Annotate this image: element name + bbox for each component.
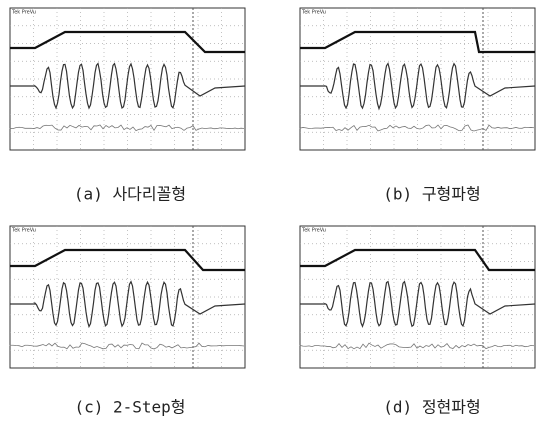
caption: (a) 사다리꼴형: [74, 185, 186, 204]
scope-panel: Tek PreVu: [10, 226, 245, 368]
scope-panel: Tek PreVu: [300, 8, 535, 150]
caption: (d) 정현파형: [383, 398, 480, 417]
caption: (b) 구형파형: [383, 185, 480, 204]
figure-canvas: Tek PreVu (a) 사다리꼴형 Tek PreVu (b) 구형파형 Tek P…: [0, 0, 554, 422]
scope-panel: Tek PreVu: [300, 226, 535, 368]
caption: (c) 2-Step형: [74, 398, 185, 417]
scope-header: Tek PreVu: [301, 228, 326, 234]
figure: Tek PreVu (a) 사다리꼴형 Tek PreVu (b) 구형파형 Tek P…: [0, 0, 554, 422]
scope-header: Tek PreVu: [301, 10, 326, 16]
scope-header: Tek PreVu: [11, 228, 36, 234]
scope-header: Tek PreVu: [11, 10, 36, 16]
scope-panel: Tek PreVu: [10, 8, 245, 150]
